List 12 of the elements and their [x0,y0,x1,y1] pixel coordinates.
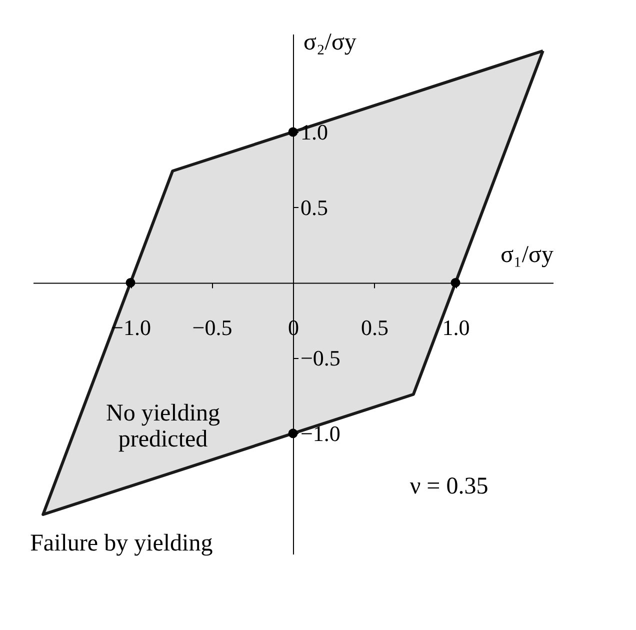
annotation: Failure by yielding [30,530,213,557]
x-tick-label: −0.5 [192,315,232,340]
annotation: No yielding predicted [106,400,220,453]
y-axis-title: σ₂/σy [304,30,356,56]
x-axis-title: σ₁/σy [500,242,554,268]
x-tick-label: 1.0 [442,315,470,340]
y-tick-label: −1.0 [300,420,340,446]
annotation: ν = 0.35 [410,473,488,500]
x-tick-label: 0.5 [361,315,388,340]
y-tick-label: 1.0 [300,119,328,144]
y-tick-label: −0.5 [300,346,340,371]
y-tick-label: 0.5 [300,194,328,220]
